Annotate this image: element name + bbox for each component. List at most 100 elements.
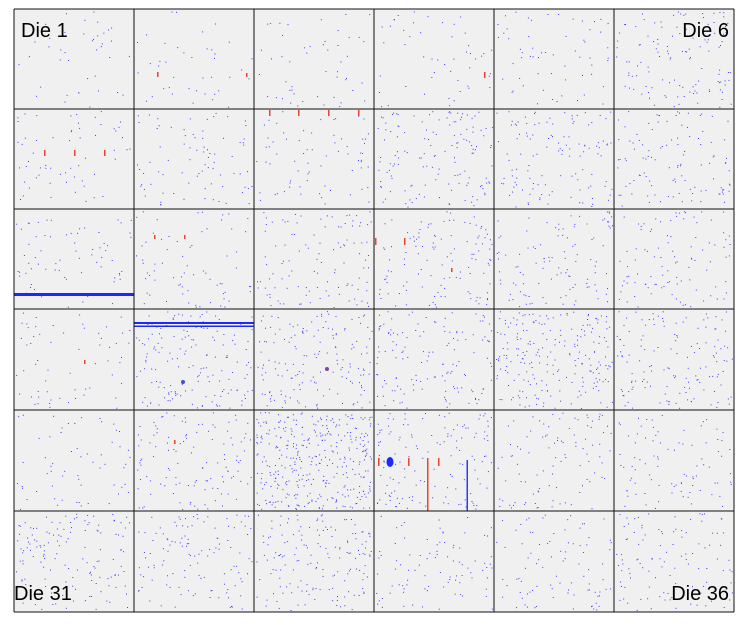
defect-dot: [514, 181, 516, 183]
defect-dot: [228, 300, 230, 302]
defect-dot: [549, 117, 551, 119]
defect-dot: [70, 232, 72, 234]
defect-dot: [537, 184, 539, 186]
defect-dot: [352, 225, 353, 227]
defect-dot: [293, 436, 295, 438]
defect-dot: [271, 58, 272, 60]
defect-dot: [695, 475, 697, 477]
defect-dot: [550, 278, 552, 280]
defect-dot: [523, 294, 525, 296]
defect-dot: [139, 462, 141, 464]
defect-dot: [424, 138, 426, 140]
defect-dot: [318, 534, 320, 536]
defect-dot: [64, 31, 66, 33]
defect-dot: [302, 330, 304, 332]
defect-dot: [587, 319, 589, 320]
defect-dot: [216, 405, 218, 407]
defect-dot: [517, 121, 519, 123]
defect-dot: [685, 317, 687, 319]
defect-dot: [256, 492, 258, 494]
defect-dot: [212, 487, 214, 489]
defect-dot: [594, 272, 596, 274]
defect-dot: [362, 440, 364, 441]
defect-dot: [447, 435, 449, 437]
defect-dot: [666, 551, 668, 553]
defect-dot: [365, 496, 367, 498]
defect-dot: [601, 462, 603, 464]
defect-dot: [268, 412, 270, 414]
defect-dot: [186, 265, 188, 267]
defect-dot: [378, 329, 380, 331]
defect-dot: [582, 324, 584, 326]
die-defects: [376, 311, 493, 409]
defect-dot: [294, 334, 296, 336]
defect-dot: [284, 244, 286, 246]
defect-dot: [206, 48, 208, 50]
defect-dot: [517, 266, 519, 268]
defect-dot: [475, 224, 477, 226]
defect-dot: [83, 33, 85, 35]
defect-dot: [449, 579, 451, 580]
defect-dot: [136, 376, 138, 378]
defect-dot: [638, 174, 640, 176]
defect-dot: [344, 435, 346, 437]
defect-dot: [491, 49, 493, 51]
defect-dot: [469, 273, 471, 274]
defect-dot: [327, 499, 328, 501]
defect-dot: [547, 14, 549, 15]
defect-dot: [379, 499, 381, 501]
defect-dot: [559, 418, 561, 420]
defect-dot: [573, 434, 575, 436]
defect-dot: [433, 376, 435, 378]
defect-dot: [338, 293, 340, 295]
defect-dot: [639, 44, 641, 46]
defect-dot: [119, 431, 120, 432]
defect-dot: [419, 335, 421, 337]
defect-dot: [293, 93, 295, 95]
defect-dot: [390, 131, 392, 133]
defect-dot: [246, 364, 248, 366]
defect-dot: [621, 356, 623, 358]
defect-dot: [107, 360, 109, 362]
defect-dot: [20, 337, 22, 339]
defect-dot: [197, 376, 199, 378]
defect-dot: [534, 607, 536, 609]
defect-dot: [582, 363, 583, 365]
defect-dot: [368, 532, 370, 534]
defect-dot: [411, 184, 413, 186]
defect-dot: [558, 267, 560, 269]
defect-dot: [181, 314, 183, 316]
defect-dot: [538, 398, 540, 400]
defect-dot: [659, 558, 661, 560]
defect-dot: [472, 131, 474, 133]
defect-dot: [466, 139, 468, 141]
defect-dot: [521, 52, 523, 54]
defect-dot: [137, 115, 139, 117]
defect-dot: [455, 276, 457, 278]
defect-dot: [542, 470, 544, 472]
defect-dot: [250, 476, 252, 478]
defect-dot: [195, 304, 197, 306]
defect-dot: [43, 555, 44, 557]
defect-dot: [232, 340, 234, 342]
defect-dot: [450, 474, 452, 475]
defect-dot: [720, 45, 721, 46]
defect-dot: [506, 153, 508, 155]
defect-dot: [599, 591, 601, 593]
defect-dot: [282, 592, 284, 594]
defect-dot: [680, 280, 682, 282]
defect-dot: [307, 162, 309, 164]
defect-dot: [490, 362, 492, 364]
defect-dot: [465, 375, 466, 377]
defect-dot: [609, 366, 611, 368]
defect-dot: [245, 433, 247, 435]
defect-dot: [193, 339, 195, 341]
defect-dot: [526, 606, 528, 608]
defect-dot: [478, 111, 480, 113]
defect-dot: [262, 379, 264, 381]
defect-dot: [676, 335, 678, 336]
defect-dot: [51, 485, 53, 487]
defect-dot: [169, 469, 171, 471]
die-defects: [617, 111, 731, 207]
defect-dot: [472, 148, 474, 150]
